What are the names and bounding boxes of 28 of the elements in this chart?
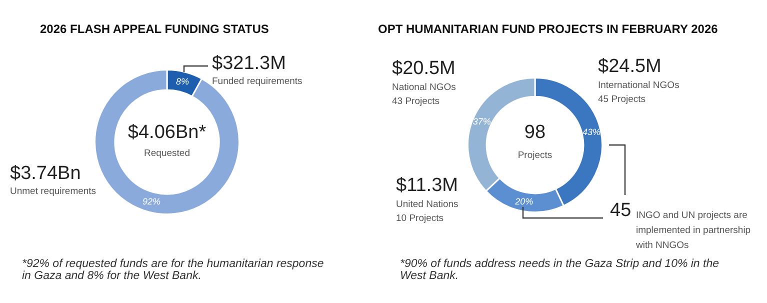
text: 43 Projects	[392, 96, 440, 107]
text: $4.06Bn*	[128, 122, 206, 144]
chart-title: OPT HUMANITARIAN FUND PROJECTS IN FEBRUARY 2026	[378, 22, 718, 36]
text: $24.5M	[598, 56, 662, 78]
slice-label: International NGOs	[598, 80, 680, 91]
text: 98	[524, 122, 546, 144]
text: 10 Projects	[396, 213, 444, 224]
data-label: 37%	[472, 116, 491, 127]
slice-label: United Nations	[396, 199, 458, 210]
text: $3.74Bn	[10, 163, 81, 185]
chart-title: 2026 FLASH APPEAL FUNDING STATUS	[40, 22, 269, 36]
text: 45 Projects	[598, 94, 646, 105]
text: $20.5M	[392, 58, 456, 80]
slice-label: Unmet requirements	[10, 186, 96, 197]
text: Requested	[144, 148, 190, 159]
text: Projects	[518, 150, 552, 161]
data-label: 92%	[142, 196, 161, 207]
slice-label: National NGOs	[392, 82, 456, 93]
data-label: 43%	[582, 126, 600, 137]
text: 45	[610, 200, 632, 222]
data-label: 20%	[514, 196, 534, 206]
text: *90% of funds address needs in the Gaza Strip and 10% in the West Bank.	[400, 258, 720, 282]
data-label: 8%	[176, 76, 189, 86]
text: $321.3M	[212, 53, 286, 75]
text: *92% of requested funds are for the humanitarian response in Gaza and 8% for the West Bank.	[22, 258, 325, 282]
text: INGO and UN projects are implemented in partnership with NNGOs	[636, 209, 752, 253]
text: $11.3M	[396, 175, 458, 197]
slice-label: Funded requirements	[212, 76, 302, 87]
